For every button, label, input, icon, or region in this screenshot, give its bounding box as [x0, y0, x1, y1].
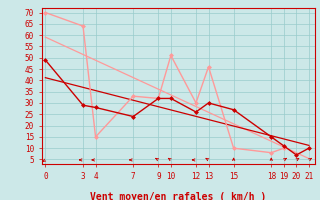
X-axis label: Vent moyen/en rafales ( km/h ): Vent moyen/en rafales ( km/h ) [90, 192, 267, 200]
